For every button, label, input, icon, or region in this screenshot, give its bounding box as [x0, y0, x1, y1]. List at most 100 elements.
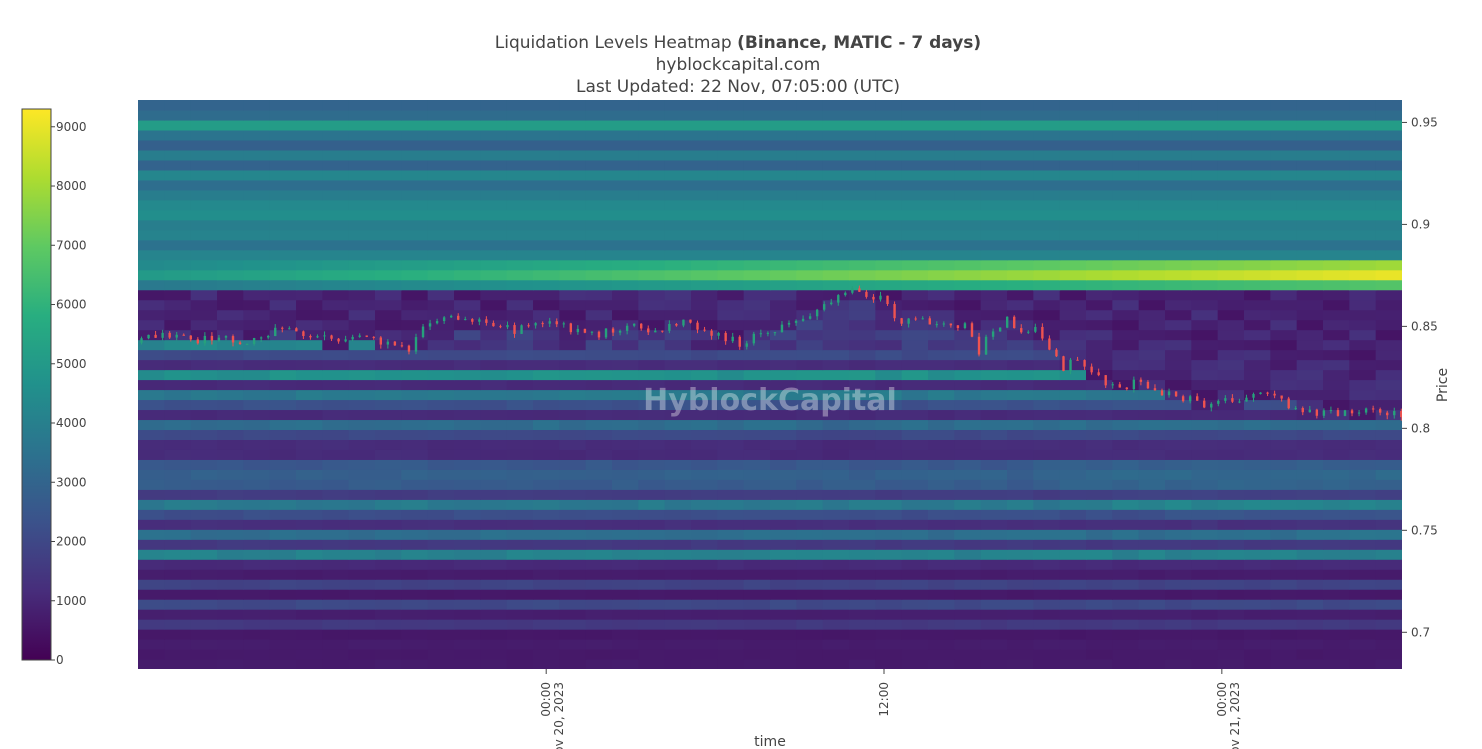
heatmap-cell	[322, 139, 350, 151]
heatmap-cell	[796, 449, 824, 460]
heatmap-cell	[559, 329, 587, 341]
heatmap-cell	[585, 379, 613, 391]
heatmap-cell	[1296, 379, 1324, 391]
candle-body	[611, 328, 615, 333]
heatmap-cell	[243, 579, 271, 590]
candle-body	[1315, 409, 1319, 416]
heatmap-cell	[1138, 119, 1166, 131]
heatmap-cell	[743, 339, 771, 351]
heatmap-cell	[243, 309, 271, 321]
heatmap-cell	[796, 349, 824, 361]
heatmap-cell	[164, 369, 192, 381]
heatmap-cell	[427, 509, 455, 520]
heatmap-cell	[1349, 479, 1377, 490]
heatmap-cell	[1217, 329, 1245, 341]
heatmap-cell	[1349, 569, 1377, 580]
heatmap-cell	[138, 659, 165, 669]
candle-body	[576, 328, 580, 333]
heatmap-cell	[638, 299, 666, 311]
heatmap-cell	[138, 629, 165, 640]
heatmap-cell	[1007, 259, 1034, 271]
heatmap-cell	[1007, 239, 1034, 251]
heatmap-cell	[1112, 599, 1140, 610]
heatmap-cell	[1007, 659, 1034, 669]
heatmap-cell	[822, 549, 850, 560]
candle-body	[457, 315, 460, 320]
heatmap-cell	[322, 489, 350, 500]
heatmap-cell	[559, 169, 587, 181]
colorbar-tick-label: 5000	[56, 357, 87, 371]
heatmap-cell	[612, 339, 639, 351]
heatmap-cell	[164, 349, 192, 361]
heatmap-cell	[375, 599, 402, 610]
heatmap-cell	[612, 239, 639, 251]
heatmap-cell	[506, 159, 534, 171]
heatmap-cell	[954, 659, 982, 669]
heatmap-cell	[559, 309, 587, 321]
heatmap-cell	[269, 619, 297, 630]
heatmap-cell	[1375, 279, 1402, 291]
heatmap-cell	[743, 559, 771, 570]
candle-body	[302, 331, 305, 336]
heatmap-cell	[928, 179, 955, 191]
heatmap-cell	[691, 459, 718, 470]
heatmap-cell	[1059, 329, 1087, 341]
heatmap-cell	[796, 249, 824, 261]
heatmap-cell	[1244, 499, 1271, 510]
heatmap-cell	[1165, 619, 1192, 630]
heatmap-cell	[190, 419, 218, 431]
heatmap-cell	[822, 319, 850, 331]
heatmap-cell	[164, 469, 192, 480]
heatmap-cell	[296, 359, 323, 371]
heatmap-cell	[1191, 459, 1219, 470]
heatmap-cell	[1323, 109, 1350, 121]
heatmap-cell	[164, 609, 192, 620]
heatmap-cell	[243, 649, 271, 660]
heatmap-cell	[190, 549, 218, 560]
heatmap-cell	[1086, 629, 1113, 640]
heatmap-cell	[506, 239, 534, 251]
heatmap-cell	[664, 119, 692, 131]
heatmap-cell	[664, 229, 692, 241]
heatmap-cell	[1033, 159, 1061, 171]
heatmap-cell	[348, 159, 376, 171]
y-tick-label: 0.85	[1411, 319, 1438, 333]
heatmap-cell	[1059, 549, 1087, 560]
heatmap-cell	[322, 639, 350, 650]
heatmap-cell	[454, 129, 481, 141]
heatmap-cell	[1033, 419, 1061, 431]
heatmap-cell	[796, 469, 824, 480]
heatmap-cell	[822, 229, 850, 241]
heatmap-cell	[217, 229, 244, 241]
heatmap-cell	[1349, 539, 1377, 550]
heatmap-cell	[1165, 639, 1192, 650]
heatmap-cell	[1165, 119, 1192, 131]
heatmap-cell	[1244, 289, 1271, 301]
heatmap-cell	[164, 129, 192, 141]
heatmap-cell	[1033, 289, 1061, 301]
candle-body	[210, 335, 214, 341]
heatmap-cell	[217, 529, 244, 540]
heatmap-cell	[506, 209, 534, 221]
heatmap-cell	[322, 519, 350, 530]
heatmap-cell	[454, 259, 481, 271]
heatmap-cell	[1165, 459, 1192, 470]
heatmap-cell	[822, 379, 850, 391]
heatmap-cell	[427, 209, 455, 221]
heatmap-cell	[612, 479, 639, 490]
heatmap-cell	[849, 369, 876, 381]
heatmap-cell	[770, 129, 797, 141]
heatmap-cell	[849, 199, 876, 211]
candle-body	[991, 331, 995, 337]
heatmap-cell	[691, 259, 718, 271]
heatmap-cell	[717, 299, 745, 311]
heatmap-cell	[401, 299, 429, 311]
heatmap-cell	[559, 429, 587, 440]
heatmap-cell	[901, 329, 929, 341]
heatmap-cell	[1296, 519, 1324, 530]
heatmap-cell	[664, 619, 692, 630]
heatmap-cell	[1375, 119, 1402, 131]
heatmap-cell	[506, 379, 534, 391]
heatmap-cell	[954, 339, 982, 351]
candle-body	[217, 337, 221, 341]
